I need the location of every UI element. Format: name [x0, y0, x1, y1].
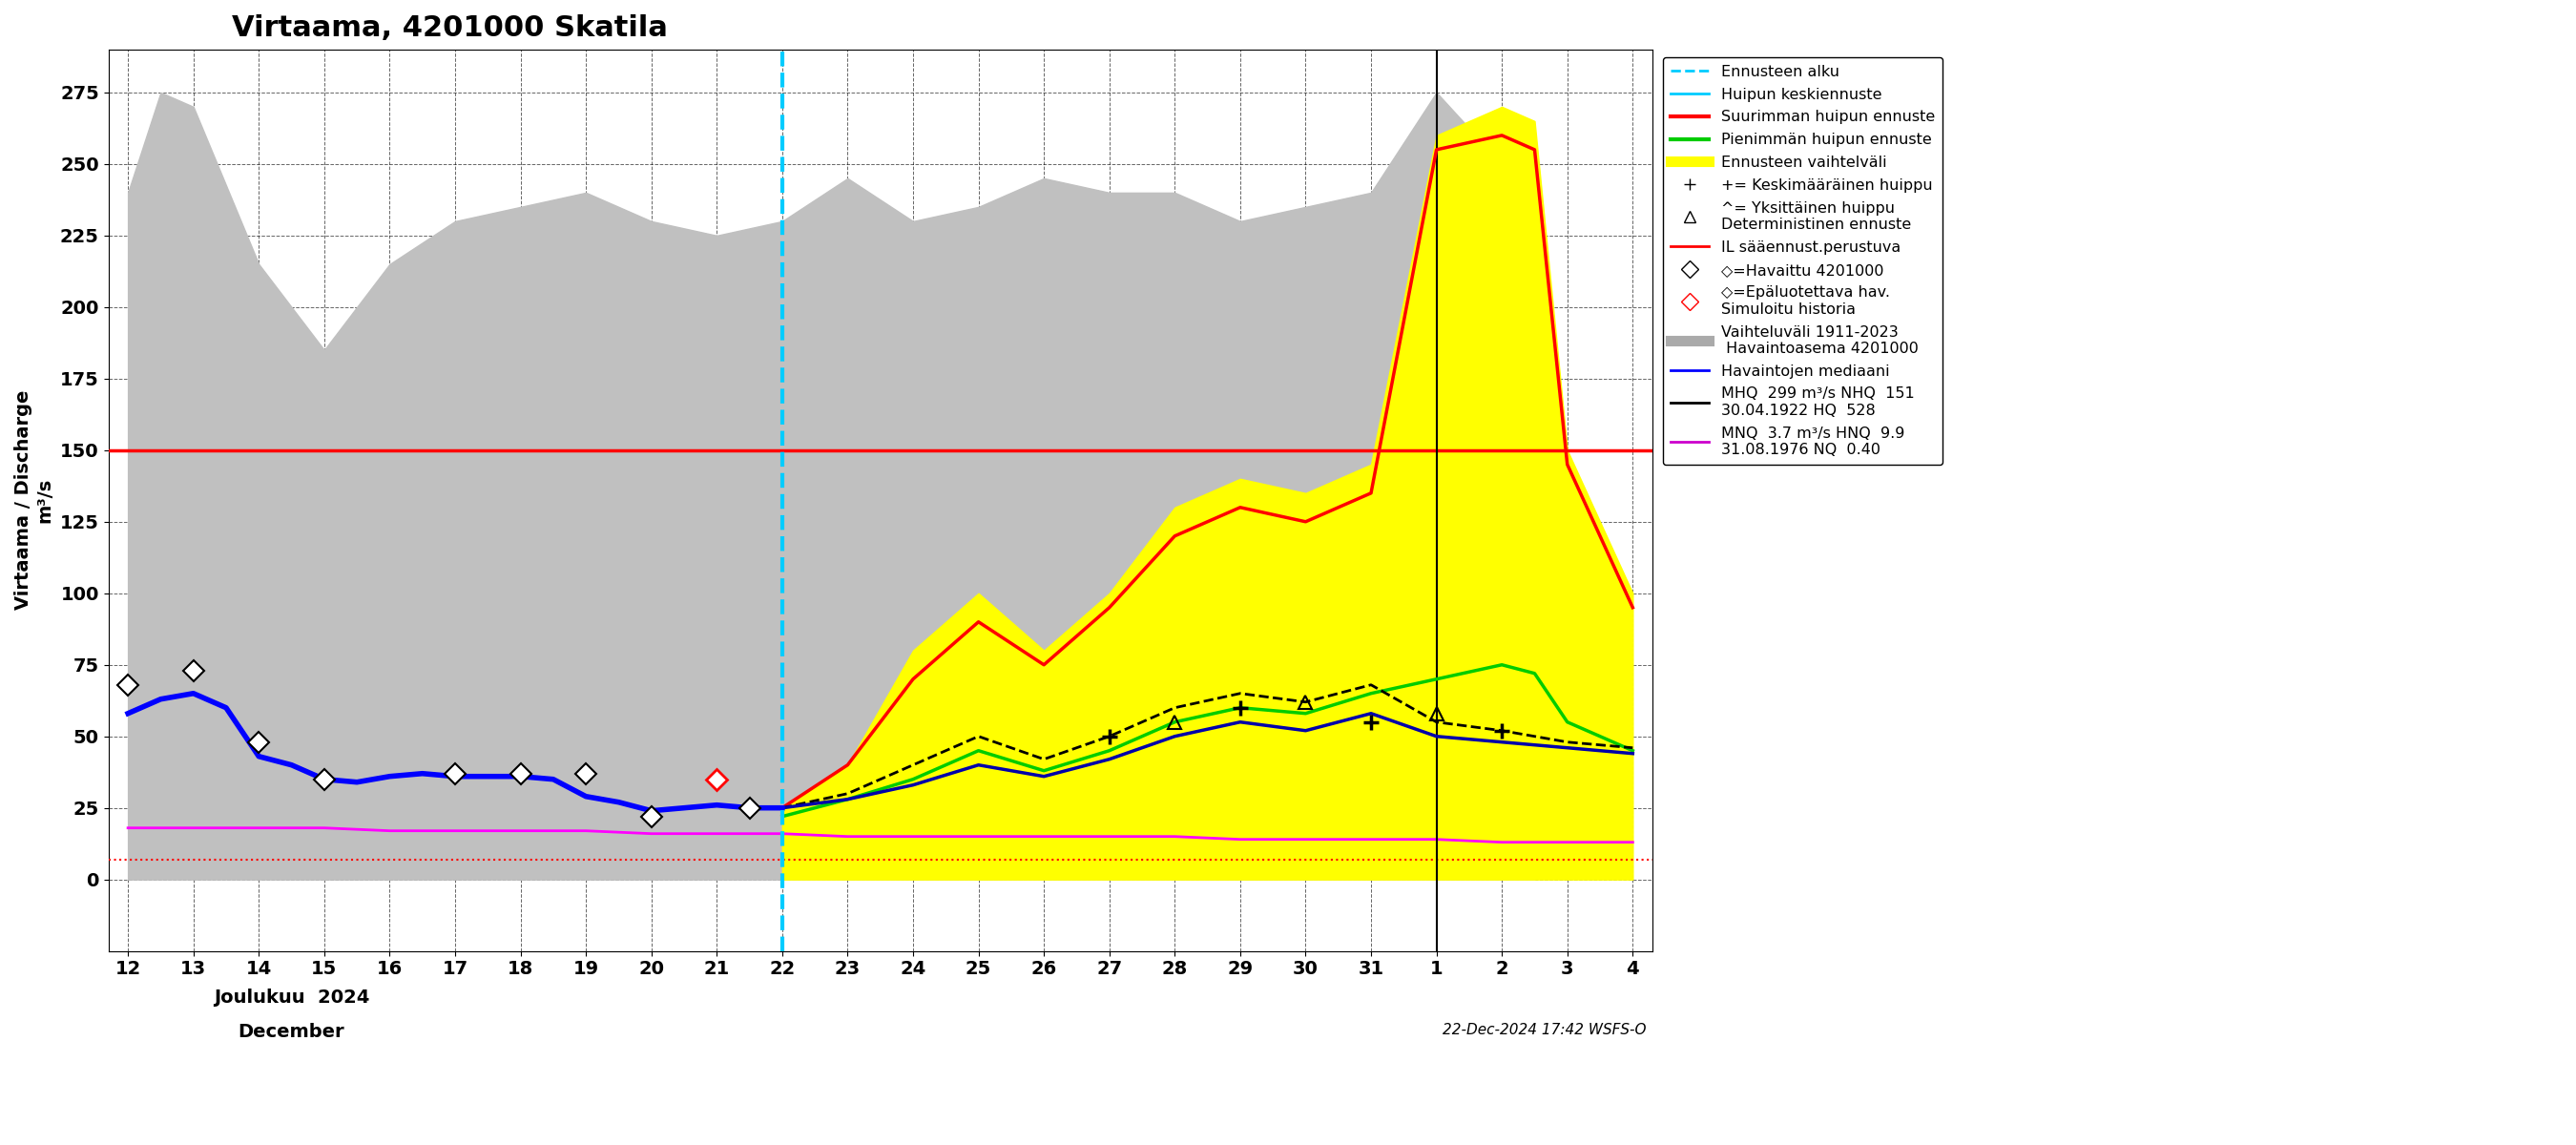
Legend: Ennusteen alku, Huipun keskiennuste, Suurimman huipun ennuste, Pienimmän huipun : Ennusteen alku, Huipun keskiennuste, Suu…: [1664, 57, 1942, 465]
Text: 22-Dec-2024 17:42 WSFS-O: 22-Dec-2024 17:42 WSFS-O: [1443, 1022, 1646, 1037]
Text: Joulukuu  2024: Joulukuu 2024: [214, 988, 368, 1006]
Text: December: December: [237, 1022, 345, 1041]
Text: Virtaama, 4201000 Skatila: Virtaama, 4201000 Skatila: [232, 14, 667, 42]
Y-axis label: Virtaama / Discharge
m³/s: Virtaama / Discharge m³/s: [15, 390, 54, 610]
